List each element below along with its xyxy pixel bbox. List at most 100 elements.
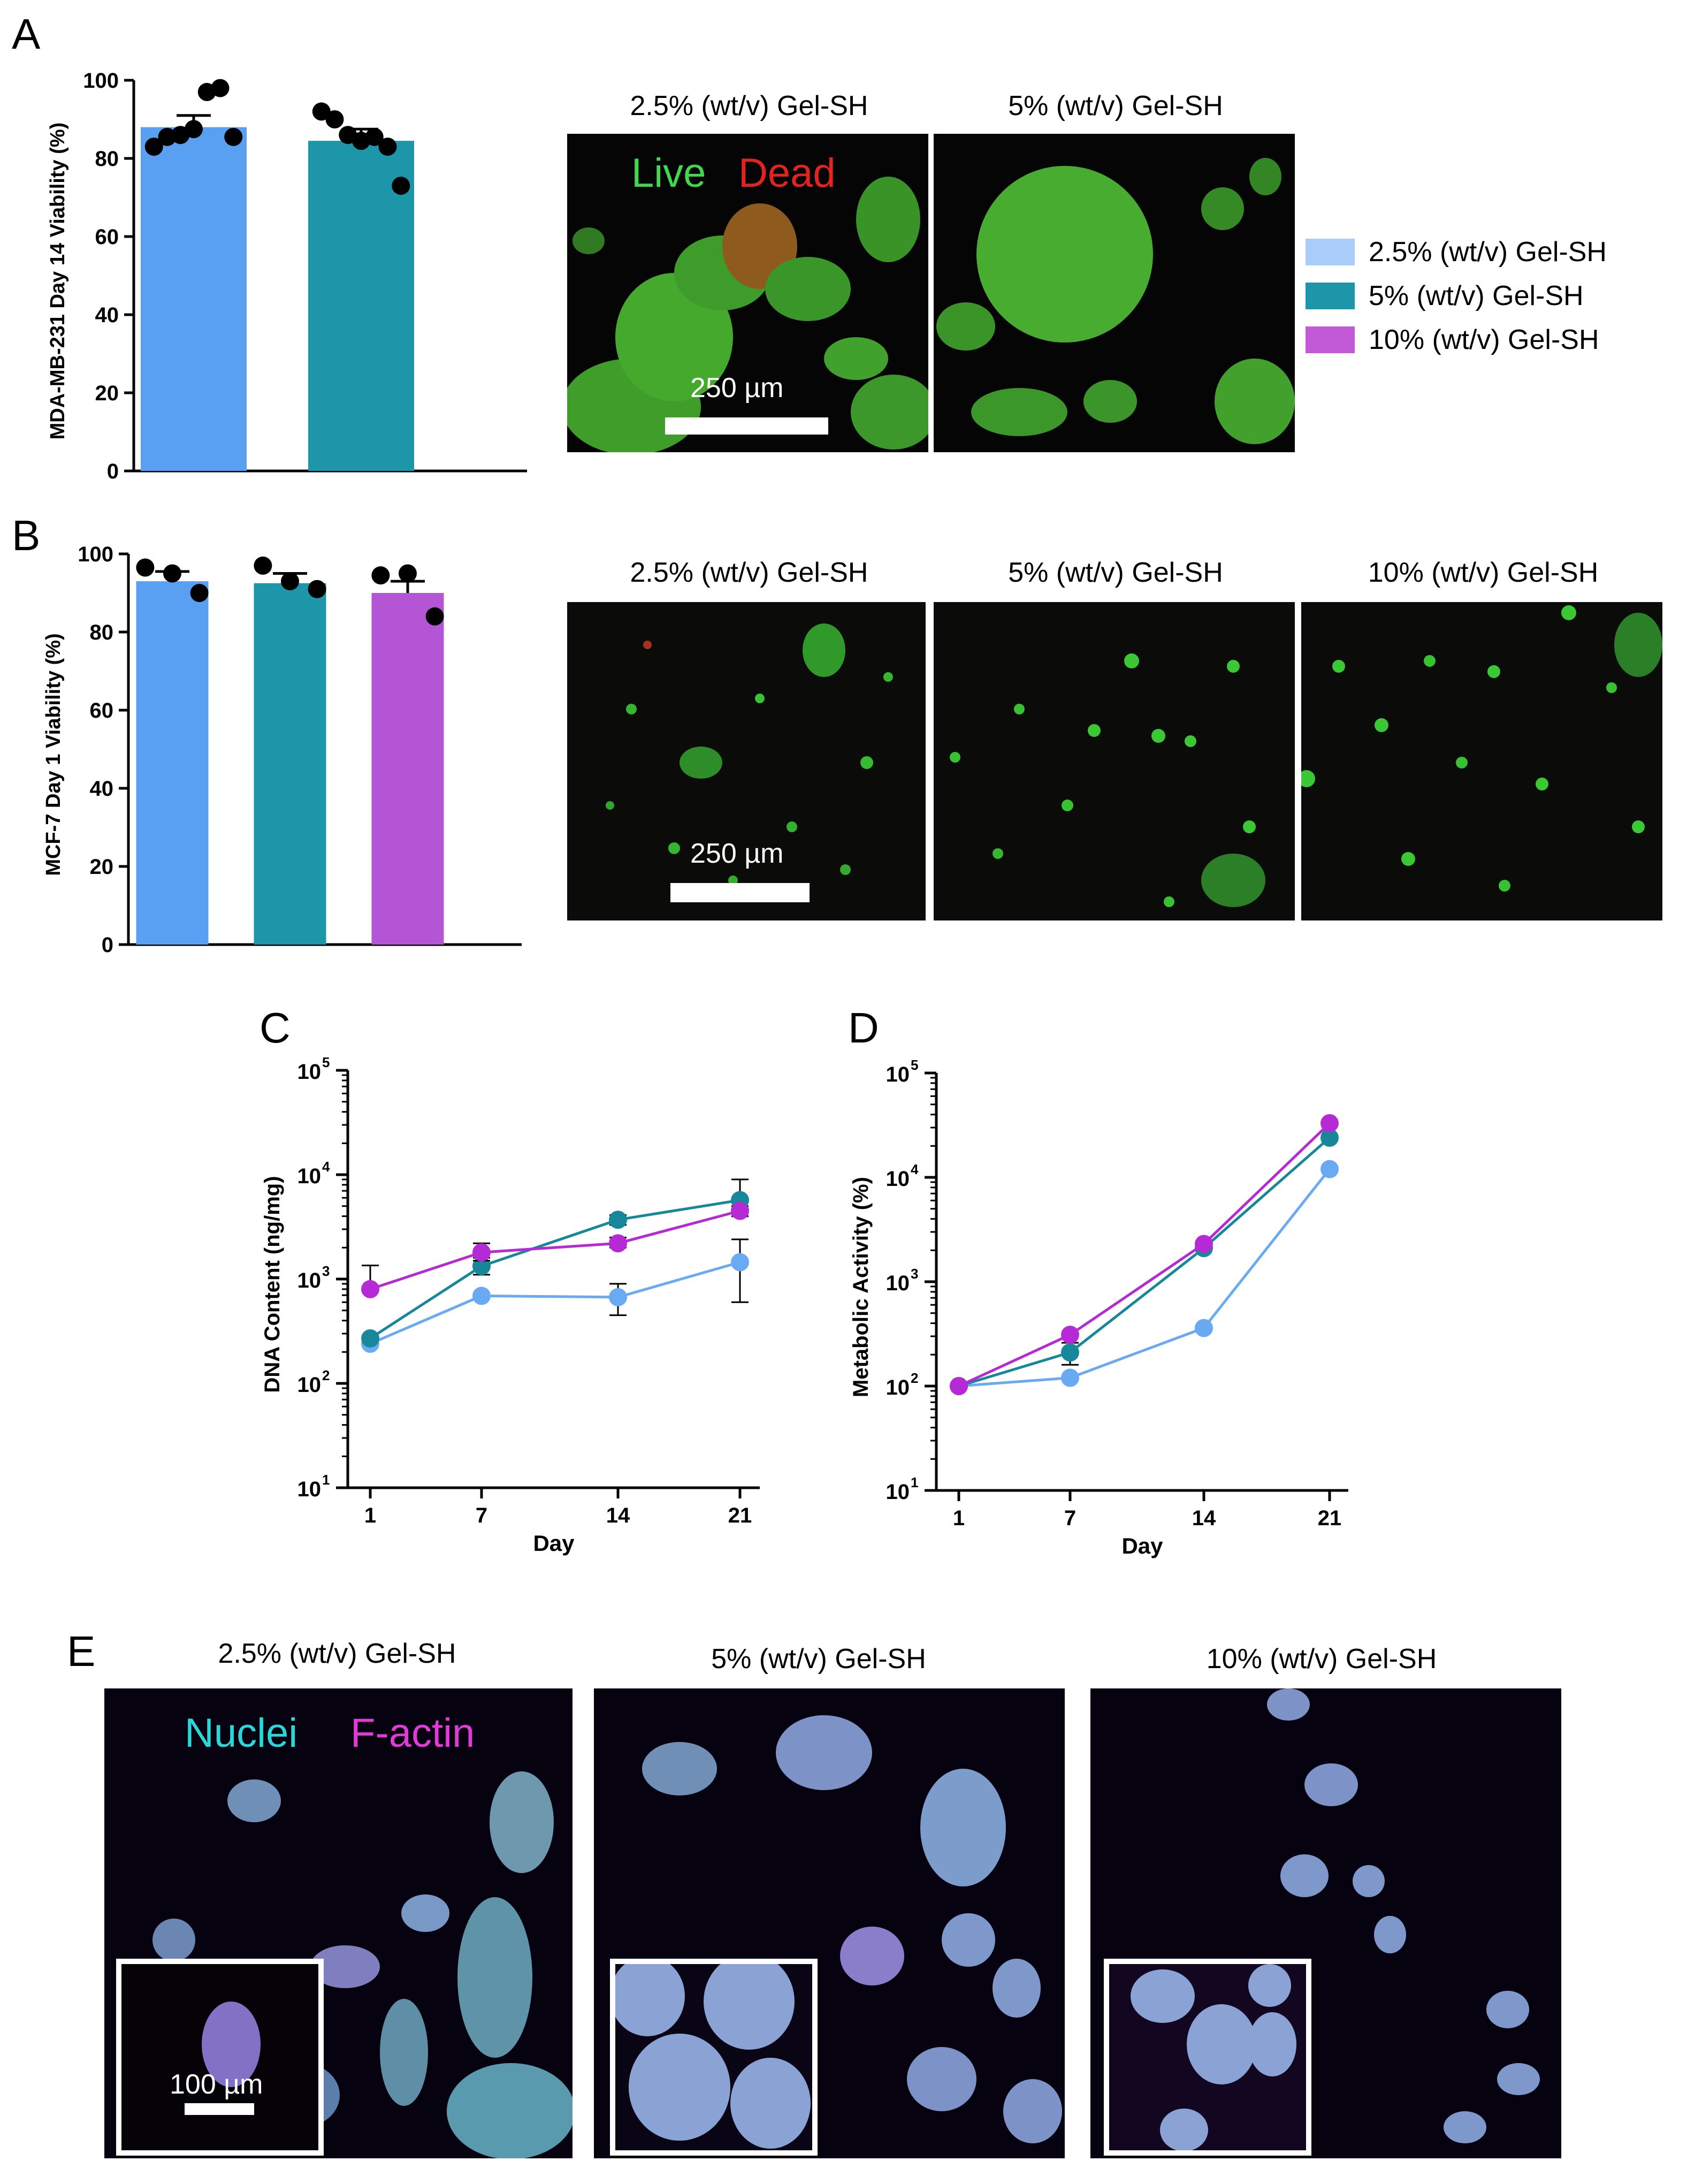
series-line-D-gel5	[958, 1136, 1331, 1388]
overlay-nuclei-label: Nuclei	[185, 1710, 298, 1756]
y-tick-label-D-1: 10	[886, 1376, 910, 1399]
y-tick-label-A-1: 20	[95, 382, 119, 405]
legend-swatch-2-5	[1306, 239, 1355, 265]
x-tick-label-C-2: 14	[606, 1504, 630, 1527]
legend-label-5: 5% (wt/v) Gel-SH	[1369, 280, 1584, 311]
bar-A-1	[308, 141, 414, 471]
micrograph-e-5	[594, 1688, 1065, 2158]
legend-swatch-10	[1306, 326, 1355, 353]
data-point-C-gel10-3	[731, 1201, 749, 1220]
data-point-A-1-5	[378, 138, 397, 156]
y-tick-label-A-0: 0	[107, 460, 119, 483]
y-tick-label-B-0: 0	[102, 933, 113, 957]
y-tick-label-A-3: 60	[95, 225, 119, 249]
data-point-B-1-0	[254, 556, 272, 575]
data-point-C-gel25-1	[472, 1287, 491, 1305]
y-tick-exponent-D-1: 2	[911, 1370, 918, 1386]
data-point-C-gel10-0	[361, 1280, 379, 1298]
bar-B-2	[371, 593, 444, 945]
image-title-b-3: 10% (wt/v) Gel-SH	[1368, 557, 1599, 588]
y-tick-label-A-5: 100	[83, 69, 119, 93]
y-tick-label-B-2: 40	[90, 777, 114, 801]
micrograph-b-5	[934, 602, 1295, 920]
data-point-A-0-6	[224, 127, 243, 146]
x-tick-label-C-0: 1	[364, 1504, 376, 1527]
x-tick-label-D-0: 1	[953, 1506, 965, 1530]
image-title-b-1: 2.5% (wt/v) Gel-SH	[630, 557, 868, 588]
data-point-D-gel25-3	[1320, 1160, 1339, 1178]
y-tick-label-C-3: 10	[297, 1165, 322, 1188]
data-point-D-gel25-2	[1195, 1319, 1213, 1337]
y-tick-label-D-4: 10	[886, 1063, 910, 1086]
scale-label-b: 250 µm	[690, 838, 784, 869]
data-point-A-1-4	[365, 127, 384, 146]
y-axis-label-B: MCF-7 Day 1 Viability (%)	[42, 633, 65, 876]
y-tick-exponent-D-3: 4	[911, 1161, 919, 1177]
micrograph-e-10	[1090, 1688, 1561, 2158]
zoom-inset-e3	[1104, 1959, 1311, 2156]
y-tick-exponent-C-3: 4	[322, 1159, 330, 1175]
nuclei-e3	[1267, 1688, 1540, 2143]
data-point-D-gel5-1	[1061, 1343, 1079, 1362]
cells-b3	[1301, 605, 1662, 892]
overlay-dead-label: Dead	[738, 150, 836, 196]
cell-clusters-a2	[936, 158, 1295, 444]
image-title-b-2: 5% (wt/v) Gel-SH	[1008, 557, 1223, 588]
zoom-inset-e1: 100 µm	[116, 1959, 324, 2156]
data-point-B-2-0	[371, 566, 390, 585]
series-line-D-gel25	[958, 1168, 1331, 1388]
x-tick-label-D-2: 14	[1192, 1506, 1216, 1530]
y-tick-exponent-D-4: 5	[911, 1057, 918, 1073]
legend-swatch-5	[1306, 283, 1355, 309]
y-tick-exponent-C-0: 1	[322, 1472, 330, 1488]
y-tick-exponent-C-1: 2	[322, 1367, 330, 1383]
bar-B-1	[254, 583, 326, 945]
x-tick-label-D-3: 21	[1318, 1506, 1342, 1530]
y-tick-label-D-3: 10	[886, 1167, 910, 1191]
legend-item-2-5: 2.5% (wt/v) Gel-SH	[1306, 230, 1607, 274]
x-tick-label-C-3: 21	[728, 1504, 752, 1527]
cells-b1	[606, 623, 893, 885]
data-point-A-1-0	[312, 102, 331, 121]
panel-letter-e: E	[67, 1627, 96, 1675]
scale-label-e: 100 µm	[170, 2069, 263, 2100]
cell-clusters-a1	[567, 177, 928, 452]
y-tick-label-D-2: 10	[886, 1272, 910, 1295]
legend-item-10: 10% (wt/v) Gel-SH	[1306, 318, 1607, 362]
data-point-C-gel5-1	[472, 1257, 491, 1275]
legend-item-5: 5% (wt/v) Gel-SH	[1306, 274, 1607, 318]
data-point-C-gel5-0	[361, 1329, 379, 1348]
scale-bar-b	[670, 883, 810, 902]
y-axis-label-A: MDA-MB-231 Day 14 Viability (%)	[47, 123, 69, 440]
zoom-inset-e2	[610, 1953, 818, 2156]
overlay-factin-label: F-actin	[350, 1710, 475, 1756]
y-tick-label-B-5: 100	[78, 543, 113, 566]
y-tick-label-C-1: 10	[297, 1373, 322, 1397]
scale-bar-a	[665, 417, 828, 435]
image-title-a-1: 2.5% (wt/v) Gel-SH	[630, 90, 868, 121]
series-line-D-gel10	[958, 1122, 1331, 1388]
y-tick-label-A-2: 40	[95, 303, 119, 327]
data-point-C-gel25-3	[731, 1253, 749, 1272]
y-tick-label-B-3: 60	[90, 699, 114, 722]
data-point-A-0-3	[185, 120, 203, 139]
data-point-C-gel5-2	[609, 1211, 627, 1229]
data-point-D-gel25-1	[1061, 1368, 1079, 1387]
bar-A-0	[141, 127, 247, 471]
y-tick-exponent-C-2: 3	[322, 1263, 330, 1279]
x-tick-label-C-1: 7	[476, 1504, 487, 1527]
data-point-C-gel25-2	[609, 1288, 627, 1306]
data-point-B-1-1	[281, 572, 299, 591]
data-point-B-0-1	[163, 564, 181, 583]
series-line-C-gel5	[369, 1199, 741, 1340]
panel-letter-b: B	[12, 512, 41, 559]
data-point-D-gel10-2	[1195, 1235, 1213, 1253]
inset-nuclei-e1	[202, 2002, 261, 2087]
y-tick-exponent-C-4: 5	[322, 1054, 330, 1070]
y-tick-label-C-0: 10	[297, 1478, 322, 1501]
data-point-B-0-2	[190, 584, 209, 602]
data-point-A-1-6	[392, 177, 410, 195]
legend-label-10: 10% (wt/v) Gel-SH	[1369, 324, 1599, 355]
data-point-A-0-0	[144, 138, 163, 156]
